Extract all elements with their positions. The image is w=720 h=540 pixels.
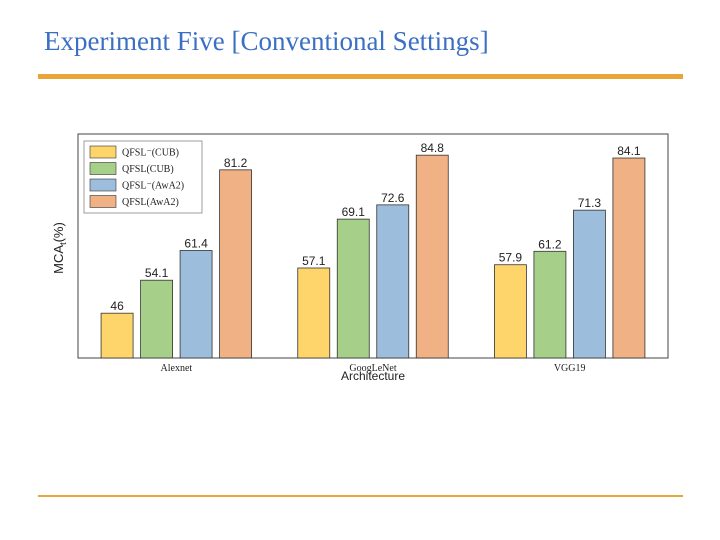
data-label-vgg19-series-4: 84.1 [617, 144, 641, 158]
data-labels-layer: 46 54.1 61.4 81.2 57.1 69.1 72.6 84.8 57.9 61.2 71… [110, 141, 641, 313]
bar-vgg19-series-4 [612, 157, 646, 359]
y-axis-label-unit: (%) [51, 222, 66, 242]
bar-vgg19-series-3 [573, 209, 606, 359]
legend-label-4: QFSL(AwA2) [122, 197, 179, 208]
data-label-alexnet-series-2: 54.1 [145, 266, 169, 280]
bar-alexnet-series-3 [179, 250, 213, 359]
data-label-vgg19-series-2: 61.2 [538, 237, 562, 251]
legend-label-2: QFSL(CUB) [122, 164, 174, 175]
legend-label-3: QFSL⁻(AwA2) [122, 181, 184, 192]
bar-vgg19-series-1 [494, 264, 527, 359]
bar-googlenet-series-2 [336, 218, 370, 359]
legend-swatch-2 [89, 162, 117, 175]
legend-swatch-4 [89, 195, 117, 208]
footer-rule [38, 495, 683, 497]
bars-layer [100, 154, 646, 359]
legend-swatch-1 [89, 145, 117, 159]
data-label-googlenet-series-2: 69.1 [342, 205, 366, 219]
chart-legend: QFSL⁻(CUB) QFSL(CUB) QFSL⁻(AwA2) QFSL(AwA2) [83, 140, 203, 214]
data-label-googlenet-series-4: 84.8 [421, 141, 445, 155]
data-label-alexnet-series-3: 61.4 [184, 236, 208, 250]
bar-vgg19-series-2 [533, 250, 567, 359]
bar-alexnet-series-4 [219, 169, 252, 359]
x-tick-label-alexnet: Alexnet [161, 363, 193, 374]
data-label-googlenet-series-1: 57.1 [302, 254, 326, 268]
x-ticks-layer: Alexnet GoogLeNet VGG19 [161, 363, 586, 374]
data-label-alexnet-series-1: 46 [110, 299, 124, 313]
title-underline [38, 74, 683, 79]
y-axis-label-subscript: t [58, 242, 68, 245]
bar-alexnet-series-2 [140, 279, 173, 359]
x-tick-label-vgg19: VGG19 [554, 363, 586, 374]
bar-googlenet-series-1 [297, 267, 331, 359]
data-label-googlenet-series-3: 72.6 [381, 191, 405, 205]
legend-label-1: QFSL⁻(CUB) [122, 148, 179, 159]
x-axis-label: Architecture [341, 369, 405, 383]
bar-googlenet-series-4 [415, 154, 449, 359]
bar-alexnet-series-1 [100, 312, 134, 359]
legend-swatch-3 [89, 178, 117, 192]
data-label-vgg19-series-1: 57.9 [499, 251, 523, 265]
slide-title: Experiment Five [Conventional Settings] [44, 26, 489, 56]
x-tick-label-googlenet: GoogLeNet [349, 363, 396, 374]
y-axis-label-main: MCA [51, 245, 66, 274]
bar-googlenet-series-3 [376, 204, 410, 359]
y-axis-label: MCAt(%) [51, 222, 68, 274]
data-label-vgg19-series-3: 71.3 [578, 196, 602, 210]
data-label-alexnet-series-4: 81.2 [224, 156, 248, 170]
